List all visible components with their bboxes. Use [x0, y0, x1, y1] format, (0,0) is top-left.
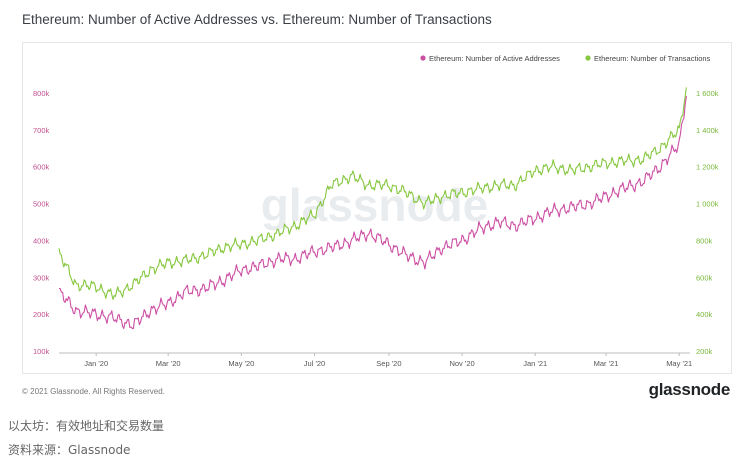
y-left-tick-label: 500k [33, 200, 50, 209]
legend-marker [420, 55, 426, 61]
y-right-tick-label: 1 600k [696, 89, 719, 98]
x-tick-label: Sep '20 [376, 359, 401, 368]
y-right-tick-label: 1 000k [696, 200, 719, 209]
legend-marker [585, 55, 591, 61]
x-tick-label: Nov '20 [449, 359, 474, 368]
chart-title: Ethereum: Number of Active Addresses vs.… [22, 12, 492, 27]
y-left-tick-label: 700k [33, 126, 50, 135]
y-right-tick-label: 600k [696, 273, 713, 282]
x-tick-label: Jan '21 [523, 359, 547, 368]
y-left-tick-label: 600k [33, 163, 50, 172]
caption-line-2: 资料来源：Glassnode [8, 443, 131, 457]
chart-svg: glassnode Ethereum: Number of Active Add… [33, 54, 719, 368]
brand-logo: glassnode [648, 380, 731, 399]
series-line-ethereum-number-of-active-addresses [58, 95, 687, 330]
caption-line-1: 以太坊：有效地址和交易数量 [8, 419, 165, 433]
series-line-ethereum-number-of-transactions [58, 87, 687, 300]
x-tick-label: May '20 [228, 359, 254, 368]
x-tick-label: Jul '20 [304, 359, 325, 368]
copyright-text: © 2021 Glassnode. All Rights Reserved. [22, 387, 165, 396]
y-right-tick-label: 1 200k [696, 163, 719, 172]
y-right-tick-label: 800k [696, 236, 713, 245]
y-right-tick-label: 200k [696, 347, 713, 356]
y-left-tick-label: 400k [33, 236, 50, 245]
x-tick-label: Jan '20 [84, 359, 108, 368]
legend-label: Ethereum: Number of Transactions [594, 54, 711, 63]
x-tick-label: Mar '20 [156, 359, 181, 368]
y-left-tick-label: 100k [33, 347, 50, 356]
y-right-tick-label: 1 400k [696, 126, 719, 135]
y-left-tick-label: 200k [33, 310, 50, 319]
legend-label: Ethereum: Number of Active Addresses [429, 54, 560, 63]
chart-frame: glassnode Ethereum: Number of Active Add… [22, 42, 732, 374]
x-tick-label: May '21 [666, 359, 692, 368]
y-right-tick-label: 400k [696, 310, 713, 319]
y-left-tick-label: 300k [33, 273, 50, 282]
y-left-tick-label: 800k [33, 89, 50, 98]
x-tick-label: Mar '21 [594, 359, 619, 368]
